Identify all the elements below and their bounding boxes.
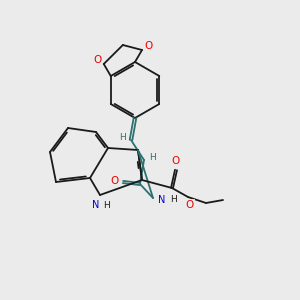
Text: N: N — [92, 200, 100, 210]
Text: O: O — [94, 55, 102, 65]
Text: O: O — [186, 200, 194, 210]
Text: N: N — [158, 195, 165, 205]
Text: H: H — [150, 154, 156, 163]
Text: O: O — [111, 176, 119, 186]
Text: O: O — [144, 41, 152, 51]
Text: H: H — [103, 200, 110, 209]
Text: H: H — [118, 134, 125, 142]
Text: H: H — [170, 196, 177, 205]
Text: O: O — [172, 156, 180, 166]
